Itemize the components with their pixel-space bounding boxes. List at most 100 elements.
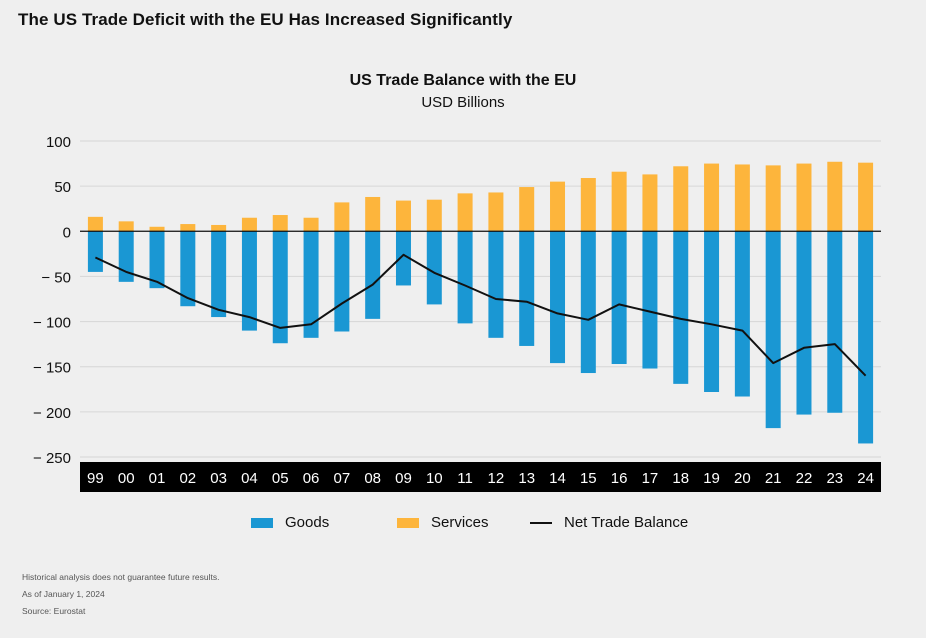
- x-tick-label: 09: [395, 470, 412, 487]
- goods-bar: [827, 231, 843, 413]
- goods-bar: [580, 231, 596, 374]
- x-tick-label: 18: [672, 470, 689, 487]
- x-tick-label: 03: [210, 470, 227, 487]
- services-bar: [149, 226, 165, 232]
- services-bar: [858, 162, 874, 232]
- services-bar: [272, 215, 288, 232]
- x-tick-label: 14: [549, 470, 566, 487]
- services-bar: [241, 217, 257, 232]
- legend-item-goods: Goods: [251, 514, 329, 531]
- y-tick-label: − 100: [33, 315, 71, 332]
- goods-bar: [457, 231, 473, 324]
- chart-subtitle: USD Billions: [421, 94, 505, 111]
- goods-bar: [611, 231, 627, 365]
- gridlines: [80, 140, 881, 458]
- services-bar: [334, 202, 350, 232]
- legend-item-services: Services: [397, 514, 489, 531]
- services-bar: [673, 166, 689, 232]
- services-bar: [550, 181, 566, 232]
- x-tick-label: 21: [765, 470, 782, 487]
- x-tick-label: 01: [149, 470, 166, 487]
- x-tick-label: 12: [488, 470, 505, 487]
- x-tick-label: 23: [826, 470, 843, 487]
- goods-bar: [241, 231, 257, 331]
- legend: Goods Services Net Trade Balance: [0, 514, 926, 534]
- x-tick-label: 15: [580, 470, 597, 487]
- services-bar: [704, 163, 720, 232]
- y-tick-label: − 250: [33, 450, 71, 467]
- x-tick-label: 11: [457, 470, 473, 487]
- net-trade-balance-swatch: [530, 521, 552, 524]
- goods-bar: [365, 231, 381, 319]
- legend-label-net-trade-balance: Net Trade Balance: [564, 514, 689, 531]
- net-trade-balance-polyline: [94, 253, 867, 377]
- goods-bar: [673, 231, 689, 384]
- goods-bar: [858, 231, 874, 444]
- x-tick-label: 06: [303, 470, 320, 487]
- y-tick-label: 100: [46, 134, 71, 151]
- y-tick-label: − 50: [41, 269, 71, 286]
- footnote-date: As of January 1, 2024: [22, 589, 105, 599]
- y-tick-label: − 200: [33, 405, 71, 422]
- legend-label-goods: Goods: [285, 514, 330, 531]
- y-tick-label: 0: [63, 224, 71, 241]
- services-swatch: [397, 517, 419, 528]
- bars: [87, 161, 874, 444]
- x-axis-band-background: [80, 462, 881, 492]
- x-tick-label: 22: [796, 470, 813, 487]
- y-tick-label: 50: [54, 179, 71, 196]
- goods-bar: [734, 231, 750, 397]
- x-tick-label: 08: [364, 470, 381, 487]
- footnotes: Historical analysis does not guarantee f…: [22, 569, 220, 620]
- x-tick-label: 24: [857, 470, 874, 487]
- services-bar: [118, 221, 134, 232]
- services-bar: [519, 187, 535, 232]
- goods-bar: [87, 231, 103, 272]
- x-tick-label: 20: [734, 470, 751, 487]
- goods-bar: [704, 231, 720, 392]
- x-tick-label: 17: [642, 470, 659, 487]
- services-bar: [734, 164, 750, 232]
- x-tick-label: 00: [118, 470, 135, 487]
- net-trade-balance-line: [94, 253, 867, 377]
- footnote-disclaimer: Historical analysis does not guarantee f…: [22, 572, 220, 582]
- services-bar: [827, 161, 843, 232]
- chart-svg: 100 50 0 − 50 − 100 − 150 − 200 − 250 99 00 01 02 0…: [33, 134, 881, 492]
- services-bar: [580, 178, 596, 232]
- page-title: The US Trade Deficit with the EU Has Inc…: [18, 10, 513, 29]
- footnote-source: Source: Eurostat: [22, 606, 86, 616]
- goods-bar: [272, 231, 288, 344]
- goods-bar: [395, 231, 411, 286]
- services-bar: [488, 192, 504, 232]
- services-bar: [765, 165, 781, 232]
- goods-bar: [211, 231, 227, 318]
- goods-bar: [519, 231, 535, 346]
- goods-bar: [796, 231, 812, 415]
- services-bar: [395, 200, 411, 232]
- legend-label-services: Services: [431, 514, 489, 531]
- services-bar: [457, 193, 473, 232]
- x-tick-label: 16: [611, 470, 628, 487]
- x-tick-label: 19: [703, 470, 720, 487]
- services-bar: [303, 217, 319, 232]
- x-tick-label: 99: [87, 470, 104, 487]
- goods-bar: [765, 231, 781, 429]
- services-bar: [611, 171, 627, 232]
- services-bar: [87, 216, 103, 232]
- services-bar: [426, 199, 442, 232]
- x-axis-band: 99 00 01 02 03 04 05 06 07 08 09 10 11 12 13 14 15 16 17 18…: [80, 462, 881, 492]
- goods-bar: [180, 231, 196, 307]
- y-tick-label: − 150: [33, 360, 71, 377]
- x-tick-label: 07: [334, 470, 351, 487]
- goods-bar: [426, 231, 442, 305]
- services-bar: [365, 196, 381, 232]
- services-bar: [642, 174, 658, 232]
- y-axis-tick-labels: 100 50 0 − 50 − 100 − 150 − 200 − 250: [33, 134, 71, 467]
- chart-title: US Trade Balance with the EU: [349, 72, 577, 89]
- x-tick-label: 05: [272, 470, 289, 487]
- x-tick-label: 02: [179, 470, 196, 487]
- legend-item-net-trade-balance: Net Trade Balance: [530, 514, 688, 531]
- goods-bar: [550, 231, 566, 364]
- goods-bar: [303, 231, 319, 338]
- x-tick-label: 04: [241, 470, 258, 487]
